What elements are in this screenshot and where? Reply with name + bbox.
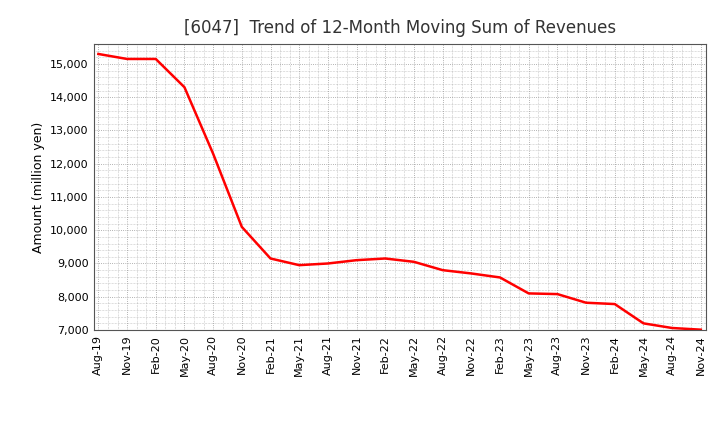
Title: [6047]  Trend of 12-Month Moving Sum of Revenues: [6047] Trend of 12-Month Moving Sum of R… [184,19,616,37]
Y-axis label: Amount (million yen): Amount (million yen) [32,121,45,253]
